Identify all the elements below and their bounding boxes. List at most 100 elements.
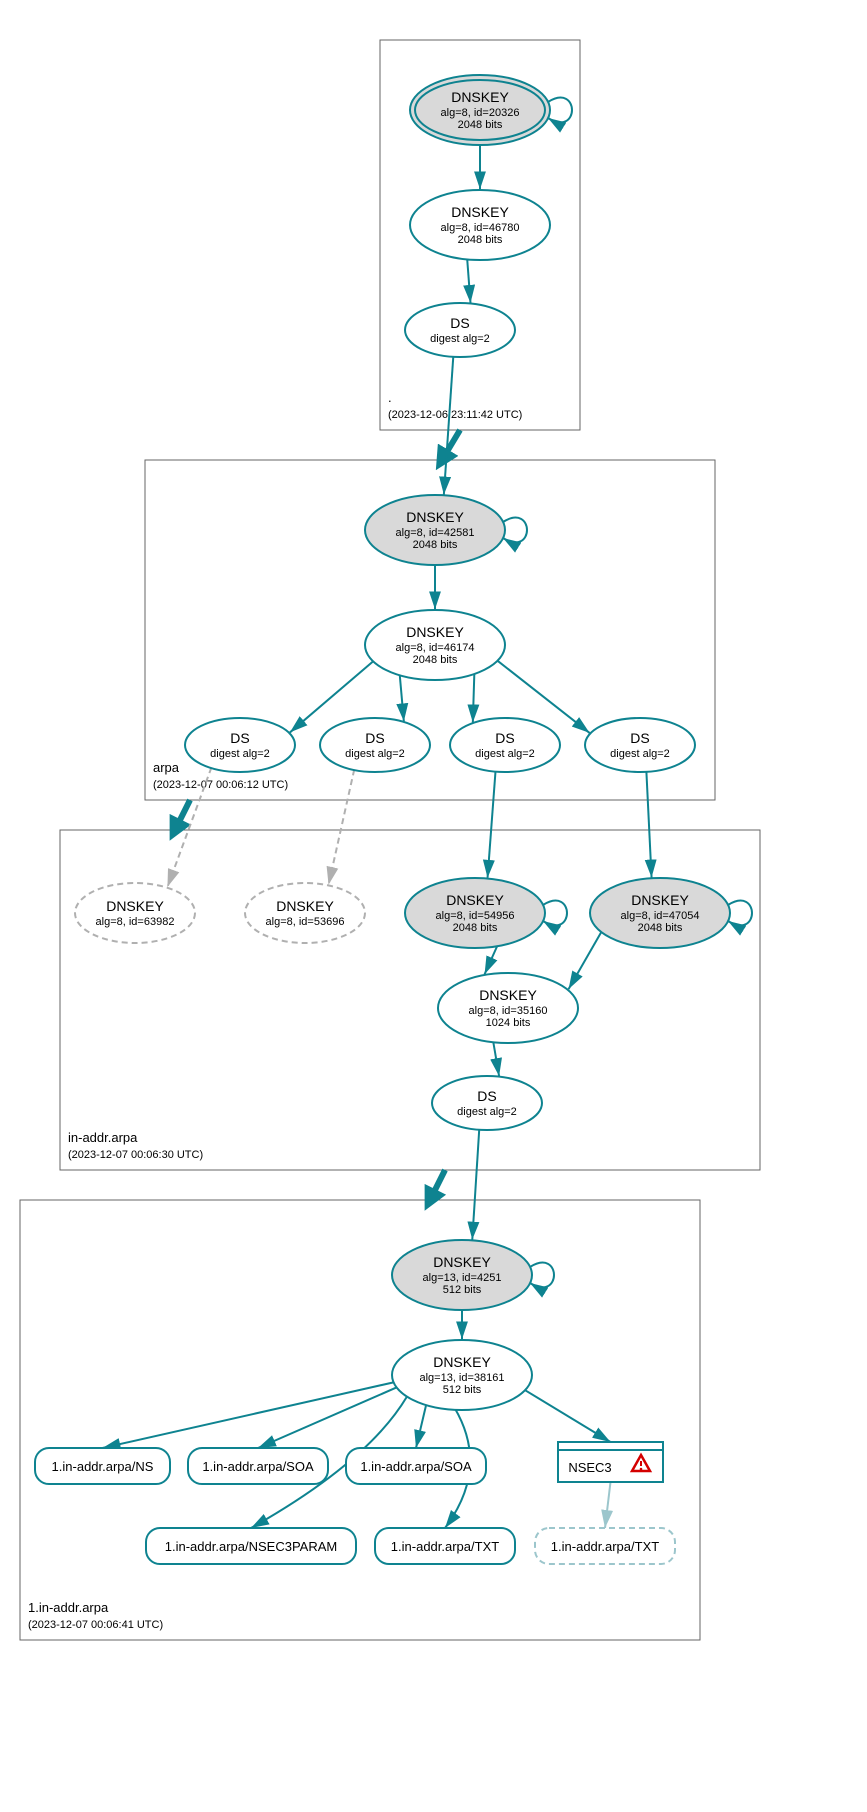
node-arpa_ksk: DNSKEY alg=8, id=425812048 bits xyxy=(365,495,527,565)
node-root_zsk: DNSKEY alg=8, id=467802048 bits xyxy=(410,190,550,260)
svg-text:alg=8, id=47054: alg=8, id=47054 xyxy=(621,910,700,922)
svg-text:(2023-12-07 00:06:12 UTC): (2023-12-07 00:06:12 UTC) xyxy=(153,779,288,791)
edge xyxy=(258,1386,399,1448)
svg-text:DS: DS xyxy=(630,730,649,746)
node-one_zsk: DNSKEY alg=13, id=38161512 bits xyxy=(392,1340,532,1410)
svg-text:alg=8, id=35160: alg=8, id=35160 xyxy=(469,1005,548,1017)
svg-text:digest alg=2: digest alg=2 xyxy=(457,1106,517,1118)
edge xyxy=(416,1403,427,1448)
svg-text:digest alg=2: digest alg=2 xyxy=(345,748,405,760)
svg-text:alg=8, id=46780: alg=8, id=46780 xyxy=(441,222,520,234)
node-ia_k2: DNSKEY alg=8, id=53696 xyxy=(245,883,365,943)
svg-text:2048 bits: 2048 bits xyxy=(413,539,458,551)
node-arpa_ds2: DS digest alg=2 xyxy=(320,718,430,772)
edge xyxy=(400,674,404,721)
svg-text:1.in-addr.arpa/SOA: 1.in-addr.arpa/SOA xyxy=(202,1459,314,1474)
svg-text:DS: DS xyxy=(450,315,469,331)
svg-text:digest alg=2: digest alg=2 xyxy=(610,748,670,760)
svg-text:2048 bits: 2048 bits xyxy=(453,922,498,934)
svg-text:DNSKEY: DNSKEY xyxy=(276,898,334,914)
node-arpa_ds3: DS digest alg=2 xyxy=(450,718,560,772)
svg-text:DS: DS xyxy=(477,1088,496,1104)
self-loop xyxy=(728,901,752,926)
svg-text:alg=8, id=42581: alg=8, id=42581 xyxy=(396,527,475,539)
zone-edge xyxy=(442,430,460,460)
svg-text:DNSKEY: DNSKEY xyxy=(451,204,509,220)
svg-text:alg=8, id=20326: alg=8, id=20326 xyxy=(441,107,520,119)
edge xyxy=(493,1041,499,1076)
svg-text:DNSKEY: DNSKEY xyxy=(631,892,689,908)
svg-text:DS: DS xyxy=(365,730,384,746)
svg-text:alg=8, id=54956: alg=8, id=54956 xyxy=(436,910,515,922)
svg-text:alg=8, id=53696: alg=8, id=53696 xyxy=(266,916,345,928)
svg-text:alg=8, id=63982: alg=8, id=63982 xyxy=(96,916,175,928)
svg-text:DS: DS xyxy=(495,730,514,746)
svg-text:.: . xyxy=(388,390,392,405)
node-arpa_ds4: DS digest alg=2 xyxy=(585,718,695,772)
node-ia_zsk: DNSKEY alg=8, id=351601024 bits xyxy=(438,973,578,1043)
svg-text:1.in-addr.arpa: 1.in-addr.arpa xyxy=(28,1600,109,1615)
svg-text:2048 bits: 2048 bits xyxy=(458,119,503,131)
edge xyxy=(467,259,470,303)
svg-text:DNSKEY: DNSKEY xyxy=(446,892,504,908)
svg-text:alg=13, id=4251: alg=13, id=4251 xyxy=(423,1272,502,1284)
self-loop xyxy=(548,98,572,123)
node-one_ksk: DNSKEY alg=13, id=4251512 bits xyxy=(392,1240,554,1310)
edge xyxy=(329,769,355,884)
node-ia_k4: DNSKEY alg=8, id=470542048 bits xyxy=(590,878,752,948)
svg-text:DNSKEY: DNSKEY xyxy=(433,1354,491,1370)
svg-text:DNSKEY: DNSKEY xyxy=(106,898,164,914)
svg-text:digest alg=2: digest alg=2 xyxy=(475,748,535,760)
edge xyxy=(605,1482,611,1528)
svg-text:DNSKEY: DNSKEY xyxy=(451,89,509,105)
node-arpa_ds1: DS digest alg=2 xyxy=(185,718,295,772)
edge xyxy=(103,1382,397,1448)
svg-text:1.in-addr.arpa/NSEC3PARAM: 1.in-addr.arpa/NSEC3PARAM xyxy=(165,1539,337,1554)
svg-text:DNSKEY: DNSKEY xyxy=(479,987,537,1003)
edge xyxy=(523,1389,611,1442)
node-root_ds: DS digest alg=2 xyxy=(405,303,515,357)
svg-text:alg=8, id=46174: alg=8, id=46174 xyxy=(396,642,475,654)
svg-text:DS: DS xyxy=(230,730,249,746)
node-ia_ds: DS digest alg=2 xyxy=(432,1076,542,1130)
edge xyxy=(569,931,602,989)
svg-text:digest alg=2: digest alg=2 xyxy=(210,748,270,760)
svg-text:arpa: arpa xyxy=(153,760,180,775)
svg-text:digest alg=2: digest alg=2 xyxy=(430,333,490,345)
svg-text:1.in-addr.arpa/TXT: 1.in-addr.arpa/TXT xyxy=(551,1539,659,1554)
edge xyxy=(488,771,496,878)
dnssec-diagram: . (2023-12-06 23:11:42 UTC) arpa (2023-12-0… xyxy=(10,10,867,1802)
node-arpa_zsk: DNSKEY alg=8, id=461742048 bits xyxy=(365,610,505,680)
svg-text:NSEC3: NSEC3 xyxy=(568,1460,611,1475)
svg-text:512 bits: 512 bits xyxy=(443,1384,482,1396)
svg-text:2048 bits: 2048 bits xyxy=(638,922,683,934)
svg-text:1.in-addr.arpa/NS: 1.in-addr.arpa/NS xyxy=(52,1459,154,1474)
edge xyxy=(646,771,651,877)
svg-text:1024 bits: 1024 bits xyxy=(486,1017,531,1029)
svg-text:alg=13, id=38161: alg=13, id=38161 xyxy=(419,1372,504,1384)
svg-text:1.in-addr.arpa/TXT: 1.in-addr.arpa/TXT xyxy=(391,1539,499,1554)
svg-text:512 bits: 512 bits xyxy=(443,1284,482,1296)
edge xyxy=(485,945,498,974)
svg-text:2048 bits: 2048 bits xyxy=(413,654,458,666)
svg-text:DNSKEY: DNSKEY xyxy=(406,624,464,640)
zone-box-one xyxy=(20,1200,700,1640)
svg-text:(2023-12-07 00:06:41 UTC): (2023-12-07 00:06:41 UTC) xyxy=(28,1619,163,1631)
svg-text:(2023-12-07 00:06:30 UTC): (2023-12-07 00:06:30 UTC) xyxy=(68,1149,203,1161)
svg-text:(2023-12-06 23:11:42 UTC): (2023-12-06 23:11:42 UTC) xyxy=(388,409,522,421)
node-ia_k3: DNSKEY alg=8, id=549562048 bits xyxy=(405,878,567,948)
svg-text:DNSKEY: DNSKEY xyxy=(433,1254,491,1270)
edge xyxy=(473,673,475,722)
svg-text:2048 bits: 2048 bits xyxy=(458,234,503,246)
zone-edge xyxy=(175,800,190,830)
self-loop xyxy=(543,901,567,926)
edge xyxy=(472,1129,479,1239)
svg-text:in-addr.arpa: in-addr.arpa xyxy=(68,1130,138,1145)
node-root_ksk: DNSKEY alg=8, id=203262048 bits xyxy=(410,75,572,145)
self-loop xyxy=(503,518,527,543)
node-ia_k1: DNSKEY alg=8, id=63982 xyxy=(75,883,195,943)
svg-text:DNSKEY: DNSKEY xyxy=(406,509,464,525)
svg-text:1.in-addr.arpa/SOA: 1.in-addr.arpa/SOA xyxy=(360,1459,472,1474)
self-loop xyxy=(530,1263,554,1288)
zone-edge xyxy=(430,1170,445,1200)
